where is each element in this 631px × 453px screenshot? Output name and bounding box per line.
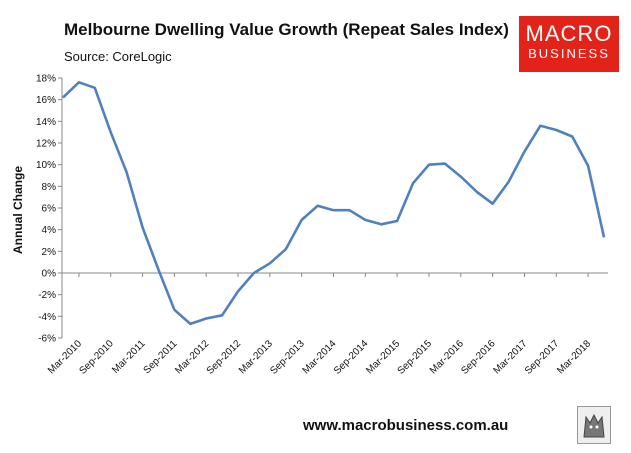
y-tick-label: 2% [42,247,57,258]
y-tick-label: 6% [42,204,57,215]
wolf-emblem-icon [577,406,611,444]
y-tick-label: -2% [38,290,56,301]
x-tick-label: Sep-2015 [396,338,435,377]
y-tick-label: -6% [38,334,56,345]
y-tick-label: 8% [42,182,57,193]
x-tick-label: Sep-2016 [459,338,498,377]
y-tick-label: 14% [36,117,56,128]
x-tick-label: Sep-2013 [268,338,307,377]
x-tick-label: Sep-2010 [77,338,116,377]
logo-line2: BUSINESS [528,46,610,61]
logo-line1: MACRO [525,21,613,46]
x-tick-label: Sep-2017 [523,338,562,377]
chart-source: Source: CoreLogic [64,49,172,64]
y-tick-label: 12% [36,139,56,150]
y-tick-label: 16% [36,95,56,106]
y-axis-label: Annual Change [11,166,25,254]
chart-axes [58,77,608,339]
y-tick-label: -4% [38,312,56,323]
x-tick-label: Mar-2018 [555,338,593,376]
y-tick-label: 4% [42,225,57,236]
y-tick-label: 10% [36,160,56,171]
y-tick-label: 0% [42,269,57,280]
macrobusiness-logo: MACRO BUSINESS [519,16,619,72]
x-tick-label: Sep-2012 [205,338,244,377]
footer-url[interactable]: www.macrobusiness.com.au [303,417,509,434]
chart-title: Melbourne Dwelling Value Growth (Repeat … [64,20,509,39]
x-tick-label: Sep-2014 [332,338,371,377]
x-tick-labels: Mar-2010Sep-2010Mar-2011Sep-2011Mar-2012… [46,338,594,377]
series-group [62,81,606,326]
y-tick-label: 18% [36,74,56,85]
y-tick-labels: -6% -4% -2% 0% 2% 4% 6% 8% 10% 12% 14% 16% 18% [36,74,56,345]
series-line [62,81,606,326]
